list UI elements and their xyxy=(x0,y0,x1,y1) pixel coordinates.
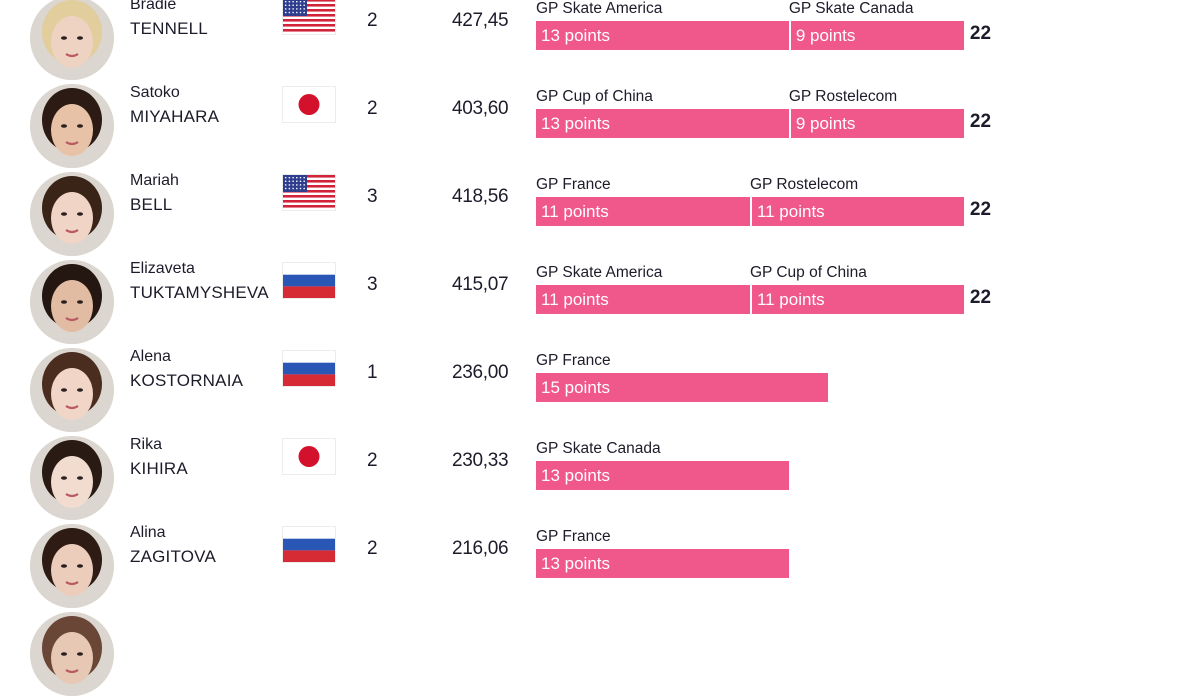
country-flag-icon xyxy=(283,527,335,562)
event-points-bar: 9 points xyxy=(788,109,964,138)
event-points-bar: 15 points xyxy=(536,373,828,402)
avatar xyxy=(30,0,114,80)
event-name: GP Cup of China xyxy=(749,264,867,281)
country-flag-icon xyxy=(283,351,335,386)
total-points: 22 xyxy=(969,287,992,308)
event-points-bar: 13 points xyxy=(536,461,789,490)
total-score: 216,06 xyxy=(452,538,509,559)
event-name: GP Skate Canada xyxy=(536,440,661,457)
country-flag-icon xyxy=(283,87,335,122)
event-name: GP France xyxy=(536,176,611,193)
event-points-bar: 11 points xyxy=(536,197,750,226)
event-points-bar: 9 points xyxy=(788,21,964,50)
total-score: 403,60 xyxy=(452,98,509,119)
country-flag-icon xyxy=(283,439,335,474)
events-count: 2 xyxy=(367,450,378,471)
total-score: 236,00 xyxy=(452,362,509,383)
skater-first-name: Elizaveta xyxy=(130,260,195,277)
avatar xyxy=(30,436,114,520)
events-count: 2 xyxy=(367,538,378,559)
total-points: 22 xyxy=(969,23,992,44)
skater-first-name: Rika xyxy=(130,436,163,453)
total-points: 22 xyxy=(969,111,992,132)
skater-last-name: MIYAHARA xyxy=(130,107,220,126)
avatar xyxy=(30,260,114,344)
skater-last-name: TUKTAMYSHEVA xyxy=(130,283,269,302)
skater-row: Satoko MIYAHARA 2 403,60 GP Cup of China 13 p… xyxy=(0,84,1200,172)
skater-first-name: Alina xyxy=(130,524,166,541)
skater-row: Elizaveta TUKTAMYSHEVA 3 415,07 GP Skate Ame… xyxy=(0,260,1200,348)
total-score: 427,45 xyxy=(452,10,509,31)
skater-row xyxy=(0,612,1200,700)
skater-first-name: Mariah xyxy=(130,172,179,189)
skater-last-name: KIHIRA xyxy=(130,459,188,478)
skater-row: Mariah BELL 3 418,56 GP France 11 points GP Ro… xyxy=(0,172,1200,260)
event-name: GP Skate America xyxy=(536,264,663,281)
skater-first-name: Satoko xyxy=(130,84,180,101)
event-points-bar: 13 points xyxy=(536,109,789,138)
event-points-bar: 11 points xyxy=(749,285,964,314)
avatar xyxy=(30,612,114,696)
avatar xyxy=(30,348,114,432)
events-count: 3 xyxy=(367,274,378,295)
skater-last-name: KOSTORNAIA xyxy=(130,371,244,390)
event-name: GP Skate Canada xyxy=(788,0,914,17)
skater-last-name: TENNELL xyxy=(130,19,208,38)
event-name: GP Rostelecom xyxy=(788,88,898,105)
event-name: GP Rostelecom xyxy=(749,176,859,193)
skater-last-name: BELL xyxy=(130,195,173,214)
events-count: 2 xyxy=(367,98,378,119)
event-name: GP Skate America xyxy=(536,0,663,17)
skater-first-name: Alena xyxy=(130,348,171,365)
event-name: GP France xyxy=(536,528,611,545)
country-flag-icon xyxy=(283,175,335,210)
skater-row: Rika KIHIRA 2 230,33 GP Skate Canada 13 point… xyxy=(0,436,1200,524)
avatar xyxy=(30,84,114,168)
events-count: 1 xyxy=(367,362,378,383)
event-name: GP Cup of China xyxy=(536,88,653,105)
skater-last-name: ZAGITOVA xyxy=(130,547,216,566)
event-points-bar: 11 points xyxy=(536,285,750,314)
avatar xyxy=(30,172,114,256)
skater-row: Alina ZAGITOVA 2 216,06 GP France 13 points xyxy=(0,524,1200,612)
country-flag-icon xyxy=(283,263,335,298)
event-name: GP France xyxy=(536,352,611,369)
event-points-bar: 13 points xyxy=(536,549,789,578)
total-score: 415,07 xyxy=(452,274,509,295)
events-count: 3 xyxy=(367,186,378,207)
events-count: 2 xyxy=(367,10,378,31)
skater-row: Bradie TENNELL 2 427,45 GP Skate America 13 p… xyxy=(0,0,1200,84)
avatar xyxy=(30,524,114,608)
skater-first-name: Bradie xyxy=(130,0,177,13)
event-points-bar: 11 points xyxy=(749,197,964,226)
skater-row: Alena KOSTORNAIA 1 236,00 GP France 15 points xyxy=(0,348,1200,436)
total-score: 230,33 xyxy=(452,450,509,471)
total-points: 22 xyxy=(969,199,992,220)
event-points-bar: 13 points xyxy=(536,21,789,50)
total-score: 418,56 xyxy=(452,186,509,207)
country-flag-icon xyxy=(283,0,335,34)
